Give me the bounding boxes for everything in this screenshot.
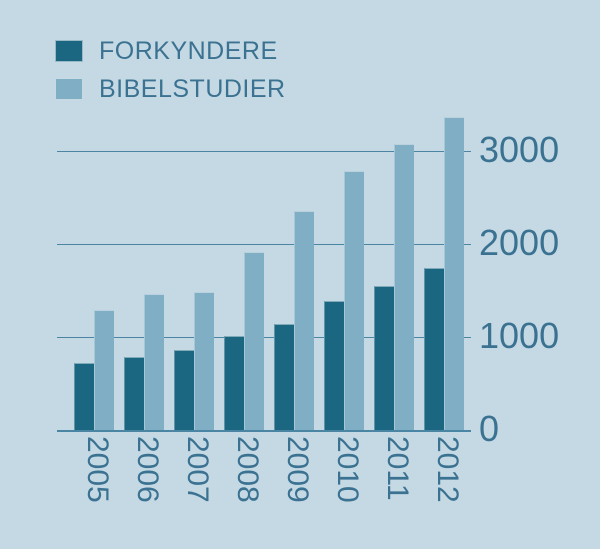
bar-group-2005 (74, 110, 114, 430)
bar-forkyndere-2005 (74, 363, 94, 430)
bar-group-2012 (424, 110, 464, 430)
bar-group-2011 (374, 110, 414, 430)
y-axis-label-0: 0 (479, 408, 500, 449)
x-axis-label-text: 2005 (81, 436, 114, 503)
x-axis-label-text: 2009 (281, 436, 314, 503)
y-axis-label-3000: 3000 (479, 128, 560, 170)
gridline-2000 (57, 243, 457, 245)
bar-bibelstudier-2005 (94, 310, 114, 430)
bar-forkyndere-2011 (374, 285, 394, 430)
bar-group-2007 (174, 110, 214, 430)
legend-item-bibelstudier: BIBELSTUDIER (55, 74, 286, 104)
y-tick-3000 (457, 150, 471, 152)
bar-forkyndere-2007 (174, 350, 194, 430)
x-axis-label-2009: 2009 (274, 436, 314, 536)
y-tick-1000 (457, 336, 471, 338)
plot-area: 0 1000 2000 3000 (57, 110, 559, 447)
y-axis-label-2000: 2000 (479, 221, 560, 263)
x-axis-label-2011: 2011 (374, 436, 414, 536)
y-tick-2000 (457, 243, 471, 245)
x-axis-label-text: 2008 (231, 436, 264, 503)
bar-bibelstudier-2009 (294, 211, 314, 430)
legend-swatch-forkyndere (55, 40, 83, 62)
x-axis-label-2005: 2005 (74, 436, 114, 536)
x-axis-label-2010: 2010 (324, 436, 364, 536)
gridline-3000 (57, 150, 457, 152)
x-axis-label-text: 2011 (381, 436, 414, 501)
y-axis-label-1000: 1000 (479, 314, 560, 356)
bar-group-2006 (124, 110, 164, 430)
bar-forkyndere-2008 (224, 336, 244, 430)
bar-forkyndere-2012 (424, 268, 444, 430)
bar-group-2008 (224, 110, 264, 430)
x-axis-label-text: 2007 (181, 436, 214, 503)
legend-label-bibelstudier: BIBELSTUDIER (99, 74, 286, 103)
bar-bibelstudier-2007 (194, 292, 214, 430)
x-axis-label-2008: 2008 (224, 436, 264, 536)
bar-bibelstudier-2008 (244, 252, 264, 430)
x-axis-label-text: 2010 (331, 436, 364, 503)
legend-swatch-bibelstudier (55, 78, 83, 100)
x-axis-labels: 2005 2006 2007 2008 2009 2010 2011 2012 (57, 436, 464, 536)
chart-legend: FORKYNDERE BIBELSTUDIER (55, 36, 286, 104)
bar-bibelstudier-2010 (344, 171, 364, 430)
bars-container (57, 110, 464, 430)
x-axis-baseline (57, 430, 471, 432)
bar-bibelstudier-2006 (144, 294, 164, 430)
bar-group-2009 (274, 110, 314, 430)
legend-label-forkyndere: FORKYNDERE (99, 36, 278, 65)
legend-item-forkyndere: FORKYNDERE (55, 36, 286, 66)
bar-forkyndere-2009 (274, 323, 294, 430)
bar-bibelstudier-2011 (394, 144, 414, 430)
bar-group-2010 (324, 110, 364, 430)
x-axis-label-2012: 2012 (424, 436, 464, 536)
bar-forkyndere-2010 (324, 300, 344, 430)
x-axis-label-text: 2012 (431, 436, 464, 503)
x-axis-label-2006: 2006 (124, 436, 164, 536)
x-axis-label-2007: 2007 (174, 436, 214, 536)
bar-forkyndere-2006 (124, 357, 144, 430)
x-axis-label-text: 2006 (131, 436, 164, 503)
bar-bibelstudier-2012 (444, 117, 464, 430)
